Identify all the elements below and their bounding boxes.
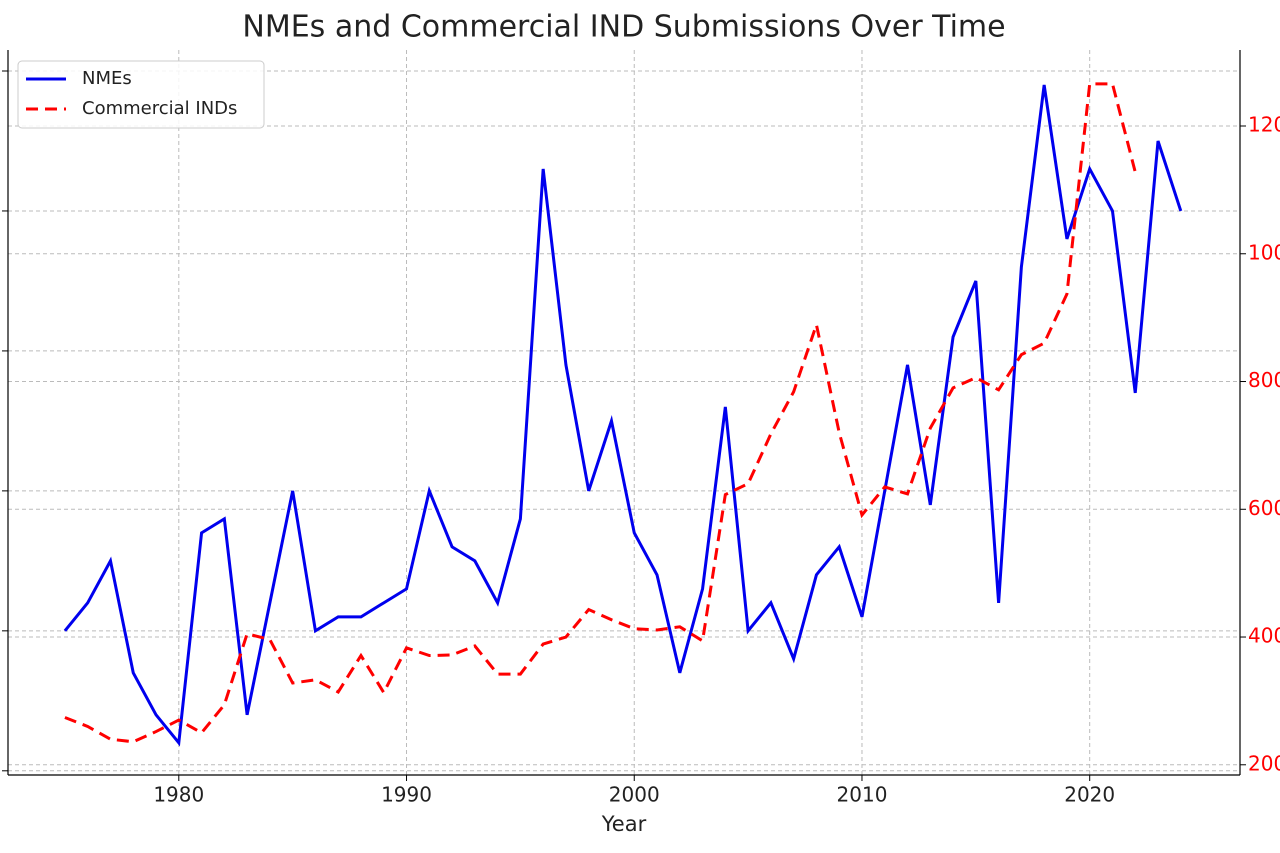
series-line (64, 82, 1137, 744)
y2-tick-label: 1200 (1248, 113, 1280, 137)
x-tick-label: 2010 (837, 783, 888, 807)
y2-tick-label: 1000 (1248, 240, 1280, 264)
x-tick-label: 1980 (153, 783, 204, 807)
y2-tick-label: 200 (1248, 751, 1280, 775)
legend-label: Commercial INDs (82, 98, 237, 119)
y2-tick-label: 400 (1248, 624, 1280, 648)
legend: NMEs Commercial INDs (17, 60, 265, 129)
x-axis-title: Year (601, 812, 647, 836)
y2-tick-label: 600 (1248, 496, 1280, 520)
x-tick-label: 2000 (609, 783, 660, 807)
y2-tick-label: 800 (1248, 368, 1280, 392)
x-tick-label: 2020 (1064, 783, 1115, 807)
series-line (63, 84, 1183, 747)
chart-title: NMEs and Commercial IND Submissions Over… (242, 10, 1005, 45)
x-tick-label: 1990 (381, 783, 432, 807)
legend-label: NMEs (82, 68, 132, 89)
legend-box (17, 60, 265, 129)
